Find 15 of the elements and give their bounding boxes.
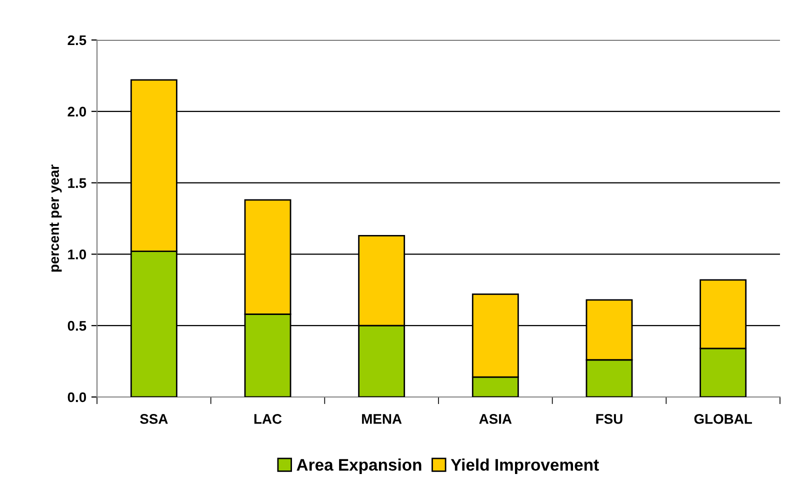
x-tick-label: LAC [254, 414, 282, 424]
legend-label: Area Expansion [296, 458, 422, 474]
x-tick-label: MENA [362, 414, 402, 424]
y-tick-label: 2.0 [68, 106, 86, 117]
legend-label: Yield Improvement [450, 458, 599, 474]
y-tick-label: 1.0 [68, 250, 86, 260]
y-axis-title: percent per year [50, 164, 62, 272]
x-tick-label: GLOBAL [694, 414, 752, 424]
x-tick-label: ASIA [479, 414, 512, 424]
y-tick-label: 0.5 [68, 320, 86, 331]
y-tick-label: 2.5 [68, 35, 86, 46]
x-tick-label: SSA [140, 414, 168, 424]
y-tick-label: 1.5 [68, 178, 86, 188]
y-tick-label: 0.0 [68, 392, 86, 402]
x-tick-label: FSU [596, 414, 622, 424]
